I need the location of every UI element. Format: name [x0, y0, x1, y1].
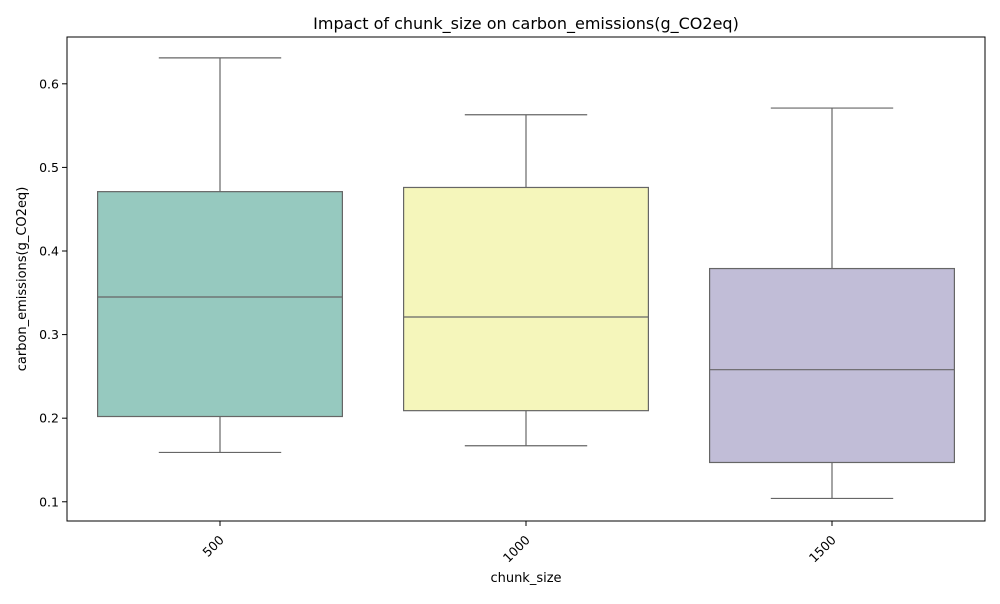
box-1500 — [708, 107, 955, 500]
iqr-box-1000 — [403, 186, 650, 412]
x-tick-label-1000: 1000 — [500, 532, 533, 565]
x-axis-label: chunk_size — [490, 571, 561, 586]
chart-title: Impact of chunk_size on carbon_emissions… — [313, 14, 739, 34]
y-tick-label: 0.1 — [39, 494, 59, 509]
y-tick-label: 0.3 — [39, 327, 59, 342]
x-tick-label-1500: 1500 — [806, 532, 839, 565]
box-500 — [96, 57, 344, 454]
y-tick-label: 0.5 — [39, 160, 59, 175]
x-axis: 500 1000 1500 — [199, 521, 839, 565]
y-tick-label: 0.4 — [39, 243, 59, 258]
box-1000 — [403, 114, 650, 447]
y-axis: 0.1 0.2 0.3 0.4 0.5 0.6 — [39, 76, 67, 509]
iqr-box-500 — [96, 191, 344, 418]
y-tick-label: 0.6 — [39, 76, 59, 91]
plot-area — [66, 36, 986, 522]
x-tick-label-500: 500 — [199, 532, 227, 560]
y-axis-label: carbon_emissions(g_CO2eq) — [15, 187, 30, 372]
iqr-box-1500 — [708, 267, 955, 464]
y-tick-label: 0.2 — [39, 411, 59, 426]
